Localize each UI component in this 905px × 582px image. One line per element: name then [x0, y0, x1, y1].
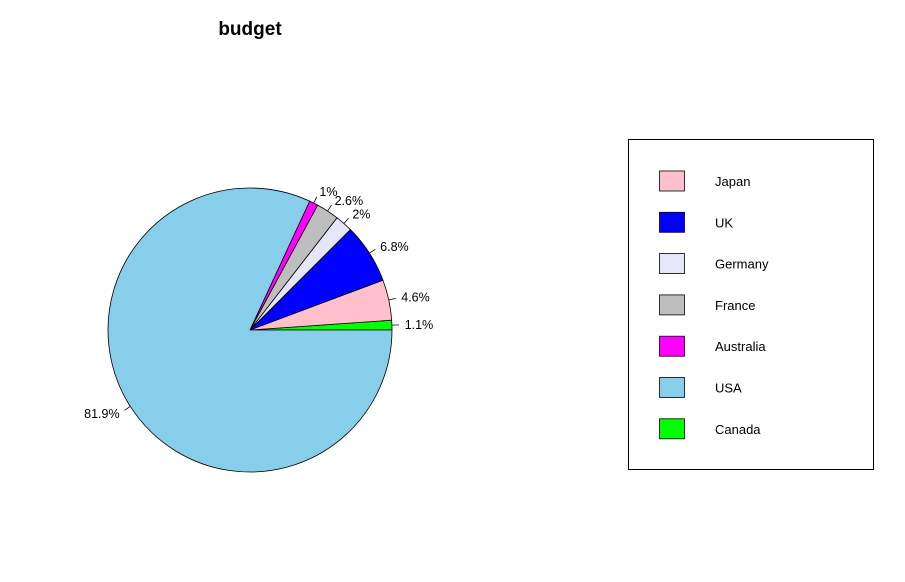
pct-label-usa: 81.9% — [84, 407, 119, 421]
legend-label-germany: Germany — [715, 257, 769, 272]
pie-slices — [107, 187, 393, 473]
legend-label-japan: Japan — [715, 174, 750, 189]
pct-label-germany: 2% — [352, 207, 370, 221]
label-tick-japan — [388, 297, 396, 301]
label-tick-australia — [313, 196, 318, 204]
label-tick-germany — [343, 217, 349, 224]
pct-label-uk: 6.8% — [380, 240, 409, 254]
label-tick-usa — [124, 406, 131, 411]
legend: Japan UK Germany France Australia USA Canada — [628, 139, 874, 470]
pie-percentage-labels: 1.1% 4.6% 6.8% 2%2.6%1% 81.9% — [84, 185, 433, 421]
legend-label-uk: UK — [715, 215, 733, 230]
label-tick-france — [327, 204, 332, 212]
legend-label-usa: USA — [715, 381, 742, 396]
chart-title: budget — [218, 19, 282, 40]
legend-item-usa: USA — [659, 377, 742, 398]
legend-swatch-japan — [659, 170, 685, 192]
legend-box — [628, 139, 874, 470]
legend-swatch-australia — [659, 335, 685, 357]
label-tick-uk — [369, 248, 376, 254]
legend-items: Japan UK Germany France Australia USA Canada — [659, 170, 769, 440]
legend-item-canada: Canada — [659, 418, 761, 440]
legend-swatch-usa — [659, 377, 685, 398]
legend-label-france: France — [715, 298, 755, 313]
legend-swatch-germany — [659, 253, 685, 275]
legend-label-canada: Canada — [715, 422, 761, 437]
pct-label-france: 2.6% — [335, 194, 364, 208]
legend-item-uk: UK — [659, 211, 733, 233]
legend-item-france: France — [659, 294, 755, 316]
legend-swatch-france — [659, 294, 685, 316]
pct-label-australia: 1% — [319, 185, 337, 199]
legend-swatch-uk — [659, 211, 685, 233]
pct-label-canada: 1.1% — [405, 318, 434, 332]
legend-item-australia: Australia — [659, 335, 766, 357]
pct-label-japan: 4.6% — [401, 291, 430, 305]
legend-label-australia: Australia — [715, 339, 766, 354]
legend-item-germany: Germany — [659, 253, 769, 275]
legend-swatch-canada — [659, 418, 685, 440]
legend-item-japan: Japan — [659, 170, 750, 192]
